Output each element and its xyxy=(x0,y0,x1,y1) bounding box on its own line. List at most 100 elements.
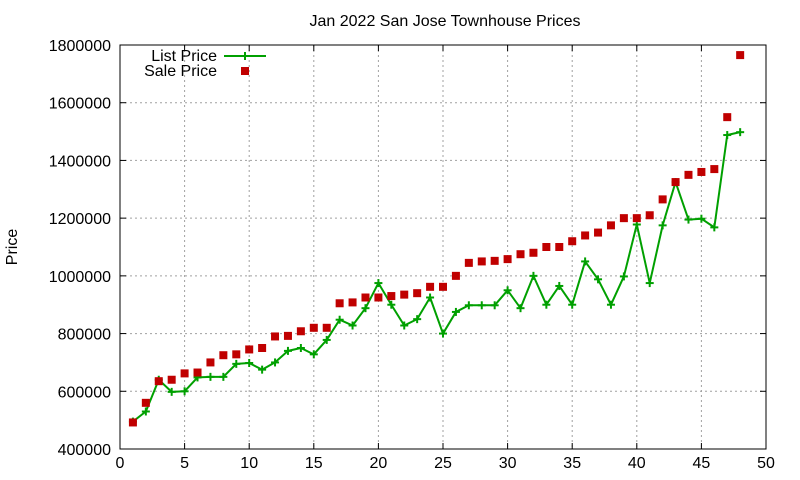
data-point xyxy=(439,329,447,338)
data-point xyxy=(477,257,486,266)
data-point xyxy=(503,255,512,264)
y-tick-label: 1600000 xyxy=(49,96,111,113)
legend-marker xyxy=(241,52,249,60)
x-tick-label: 35 xyxy=(563,455,581,472)
y-tick-label: 1800000 xyxy=(49,38,111,55)
data-point xyxy=(697,214,706,223)
data-point xyxy=(516,250,525,259)
data-point xyxy=(568,300,577,309)
x-tick-label: 20 xyxy=(370,455,388,472)
data-point xyxy=(193,368,202,377)
data-point xyxy=(529,248,538,257)
legend-label: List Price xyxy=(151,48,217,65)
chart-title: Jan 2022 San Jose Townhouse Prices xyxy=(310,13,581,30)
data-point xyxy=(477,301,486,310)
data-point xyxy=(309,350,318,359)
data-point xyxy=(258,365,267,374)
data-point xyxy=(361,304,370,313)
data-point xyxy=(710,223,719,232)
x-tick-label: 15 xyxy=(305,455,323,472)
data-point xyxy=(219,372,228,381)
data-point xyxy=(723,113,732,122)
data-point xyxy=(658,221,667,230)
data-point xyxy=(206,358,215,367)
data-point xyxy=(258,344,267,352)
data-point xyxy=(736,128,745,137)
series-list-price xyxy=(128,128,745,426)
data-point xyxy=(374,279,383,288)
data-point xyxy=(645,211,654,220)
data-point xyxy=(451,307,460,316)
data-point xyxy=(232,350,241,359)
data-point xyxy=(542,300,551,309)
data-point xyxy=(413,315,422,324)
data-point xyxy=(180,369,189,378)
data-point xyxy=(619,272,628,281)
grid xyxy=(120,45,766,449)
y-tick-label: 1400000 xyxy=(49,153,111,170)
data-point xyxy=(348,298,357,307)
data-point xyxy=(245,359,254,368)
data-point xyxy=(309,323,318,332)
data-point xyxy=(658,195,667,204)
data-point xyxy=(348,321,357,330)
data-point xyxy=(232,359,241,368)
data-point xyxy=(464,258,473,267)
axis-ticks: 0 5 10 15 20 25 30 35 40 45 50 400000 600000 800000 10… xyxy=(49,38,775,472)
data-point xyxy=(413,289,422,298)
data-point xyxy=(684,215,693,224)
y-tick-label: 600000 xyxy=(58,384,111,401)
y-axis-label: Price xyxy=(4,229,21,266)
data-point xyxy=(387,300,396,309)
data-point xyxy=(271,332,280,341)
data-point xyxy=(335,315,344,324)
series-sale-price xyxy=(128,51,745,427)
data-point xyxy=(296,327,305,336)
data-point xyxy=(296,344,305,352)
data-point xyxy=(374,293,383,302)
data-point xyxy=(464,301,473,310)
x-tick-label: 5 xyxy=(180,455,189,472)
data-point xyxy=(361,293,370,302)
data-point xyxy=(581,231,590,240)
data-point xyxy=(141,398,150,407)
data-point xyxy=(594,228,603,237)
data-point xyxy=(645,279,654,288)
data-point xyxy=(568,237,577,246)
data-point xyxy=(684,170,693,179)
data-point xyxy=(439,282,447,291)
x-tick-label: 50 xyxy=(757,455,775,472)
series-line xyxy=(132,131,741,423)
data-point xyxy=(594,275,603,284)
data-point xyxy=(490,301,499,310)
x-tick-label: 45 xyxy=(693,455,711,472)
data-point xyxy=(206,372,215,381)
x-tick-label: 40 xyxy=(628,455,646,472)
data-point xyxy=(723,131,732,140)
data-point xyxy=(451,271,460,280)
data-point xyxy=(710,165,719,174)
data-point xyxy=(154,377,163,386)
data-point xyxy=(245,345,254,354)
y-tick-label: 1000000 xyxy=(49,269,111,286)
x-tick-label: 25 xyxy=(434,455,452,472)
series-layer xyxy=(128,51,745,427)
legend-marker xyxy=(241,67,249,75)
data-point xyxy=(697,167,706,176)
data-point xyxy=(167,387,176,396)
data-point xyxy=(180,387,189,396)
data-point xyxy=(542,243,551,251)
data-point xyxy=(271,358,280,367)
data-point xyxy=(555,243,564,251)
data-point xyxy=(283,346,292,355)
data-point xyxy=(426,282,435,291)
data-point xyxy=(219,351,228,360)
y-tick-label: 400000 xyxy=(58,442,111,459)
y-tick-label: 1200000 xyxy=(49,211,111,228)
data-point xyxy=(581,257,590,266)
data-point xyxy=(400,290,409,299)
data-point xyxy=(555,281,564,290)
data-point xyxy=(503,286,512,295)
